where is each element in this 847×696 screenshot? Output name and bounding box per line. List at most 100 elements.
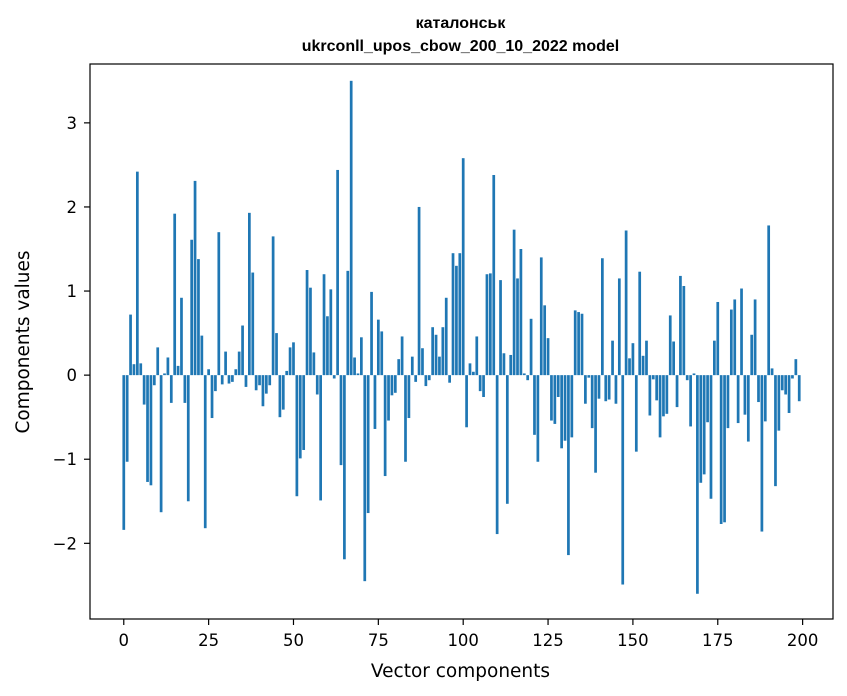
bar	[220, 375, 224, 385]
bar	[461, 158, 465, 376]
bar	[176, 365, 180, 376]
y-tick-label: 2	[67, 198, 78, 217]
bar	[631, 343, 635, 376]
bar	[383, 375, 387, 477]
bar	[404, 375, 407, 462]
bar	[455, 265, 458, 376]
bar	[726, 375, 730, 429]
bar	[224, 351, 227, 376]
bar	[567, 375, 570, 556]
x-tick-label: 150	[617, 631, 649, 650]
bar	[292, 342, 295, 376]
bar	[376, 319, 380, 376]
bar	[434, 334, 438, 376]
bar	[743, 375, 747, 415]
y-tick-label: 1	[67, 282, 78, 301]
bar	[516, 278, 519, 376]
bar	[278, 375, 282, 418]
bar	[448, 375, 451, 383]
bar	[719, 375, 723, 524]
bar	[346, 270, 350, 376]
bar	[393, 375, 397, 393]
bar	[699, 375, 703, 483]
bar	[312, 352, 316, 376]
bar	[597, 375, 601, 399]
bar	[431, 327, 435, 376]
bar	[533, 375, 536, 435]
bar	[794, 359, 798, 376]
bar	[173, 213, 177, 376]
bar	[438, 356, 441, 376]
bar	[668, 315, 672, 376]
bar	[679, 275, 682, 376]
bar	[397, 359, 401, 376]
bar	[458, 253, 462, 376]
bar	[125, 375, 129, 462]
bar	[505, 375, 509, 504]
x-tick-label: 50	[283, 631, 304, 650]
bar	[702, 375, 706, 475]
bar	[645, 340, 648, 376]
bar	[326, 316, 329, 376]
bar	[139, 363, 143, 376]
bar	[261, 375, 265, 407]
bar	[692, 373, 696, 376]
bar	[360, 337, 363, 376]
x-tick-label: 175	[702, 631, 734, 650]
bar	[268, 375, 272, 386]
bar	[682, 286, 686, 376]
bar	[200, 335, 204, 376]
bar	[573, 310, 577, 376]
bar	[658, 375, 662, 438]
bar	[387, 375, 390, 421]
bar	[129, 314, 132, 376]
bar	[366, 375, 370, 514]
bar	[563, 375, 567, 441]
bar	[159, 375, 163, 513]
bar	[753, 299, 757, 376]
bar	[617, 278, 621, 376]
bar	[465, 375, 468, 428]
bar	[190, 239, 194, 376]
bar	[339, 375, 343, 466]
bar	[244, 375, 248, 387]
bar	[522, 373, 526, 376]
bar	[370, 291, 373, 376]
x-tick-label: 100	[447, 631, 479, 650]
x-tick-label: 25	[198, 631, 219, 650]
bar	[349, 80, 353, 376]
bar	[424, 375, 428, 387]
bar	[706, 375, 709, 423]
bar	[791, 375, 794, 379]
bar	[186, 375, 190, 502]
bar	[492, 175, 496, 376]
bar	[353, 357, 356, 376]
bar	[672, 341, 675, 376]
bar	[774, 375, 777, 487]
bar	[763, 375, 767, 422]
bar	[468, 363, 472, 376]
bar	[298, 375, 302, 459]
bar	[305, 270, 309, 376]
bar	[248, 212, 251, 376]
bar	[570, 375, 574, 438]
bar	[729, 309, 733, 376]
bar	[590, 375, 594, 429]
x-tick-label: 75	[368, 631, 389, 650]
bar	[502, 353, 506, 376]
bar	[611, 340, 614, 376]
bar	[716, 301, 720, 376]
bar	[482, 375, 485, 397]
bar	[624, 230, 628, 376]
bar	[363, 375, 367, 582]
bar	[214, 375, 217, 392]
bar	[264, 375, 268, 394]
bar	[407, 375, 411, 419]
bar	[281, 375, 285, 410]
bar	[604, 375, 608, 402]
bar	[427, 375, 431, 381]
bar	[539, 257, 543, 376]
bar	[475, 336, 479, 376]
bar	[797, 375, 801, 402]
